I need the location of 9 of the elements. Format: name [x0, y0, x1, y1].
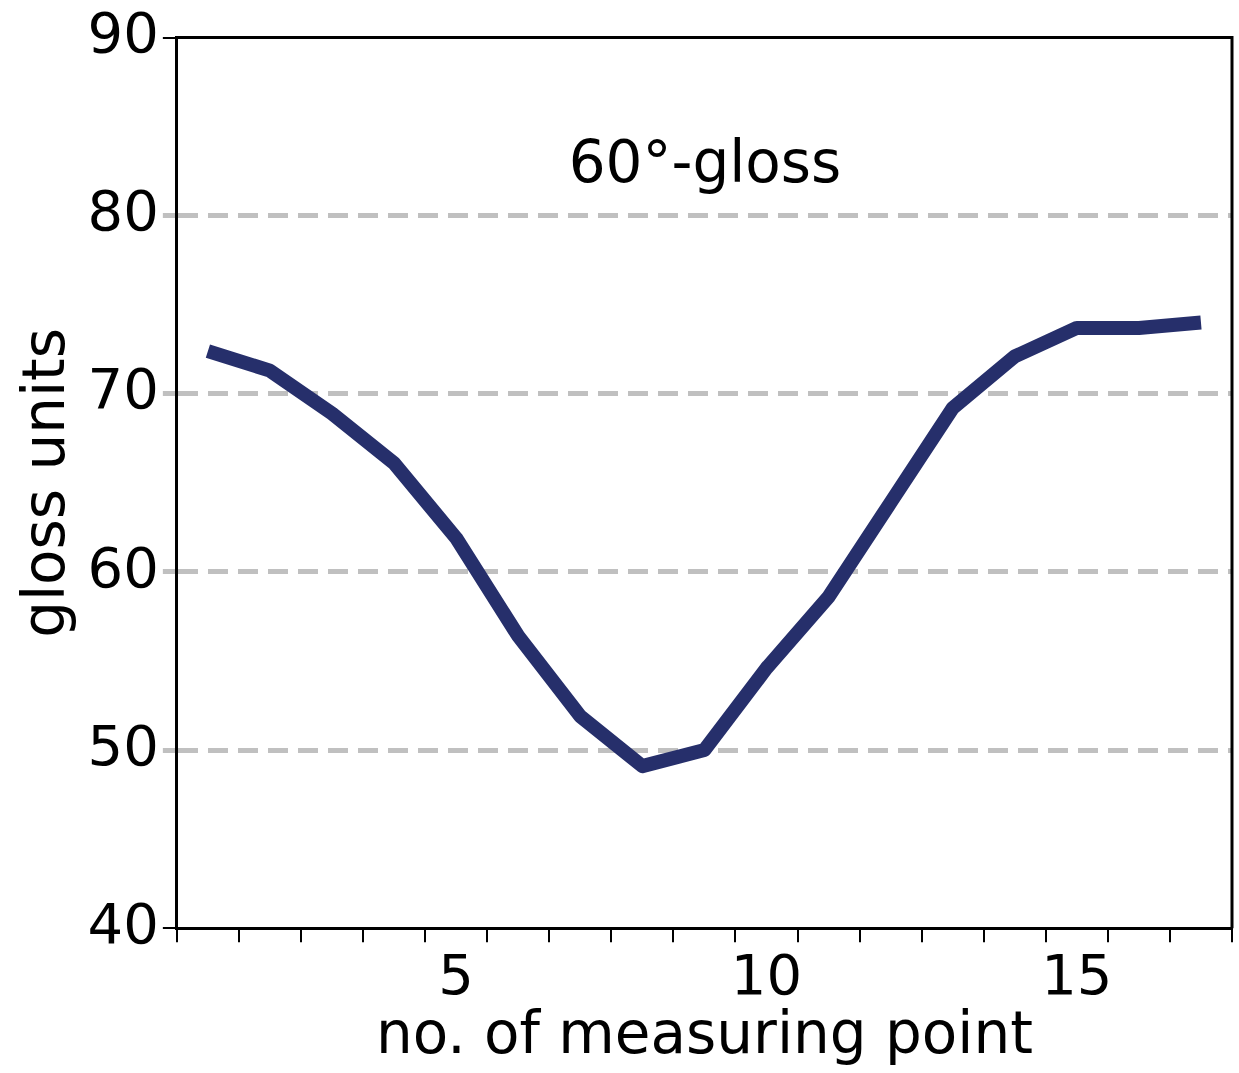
y-tick-label: 80 — [87, 178, 159, 244]
y-tick-label: 60 — [87, 534, 159, 600]
x-tick-label: 15 — [1041, 942, 1113, 1008]
y-tick-label: 50 — [87, 712, 159, 778]
y-tick-label: 40 — [87, 890, 159, 956]
y-axis-title: gloss units — [9, 327, 78, 638]
y-tick-label: 70 — [87, 356, 159, 422]
text: 60°-gloss — [568, 128, 842, 197]
y-tick-label: 90 — [87, 0, 159, 66]
